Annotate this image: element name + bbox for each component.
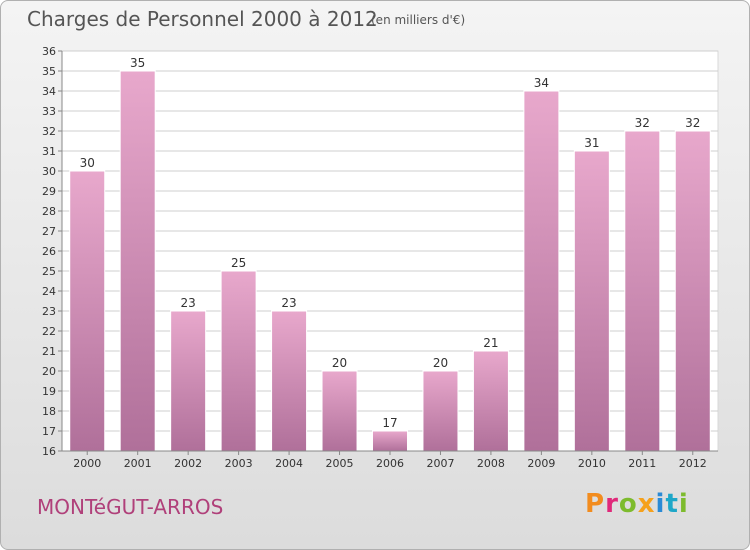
chart-title: Charges de Personnel 2000 à 2012 <box>27 7 378 31</box>
data-label: 25 <box>231 256 246 270</box>
logo-letter: t <box>665 489 679 519</box>
x-tick-label: 2011 <box>628 457 656 470</box>
logo-letter: r <box>605 489 619 519</box>
y-tick-label: 22 <box>42 325 56 338</box>
x-tick-label: 2010 <box>578 457 606 470</box>
chart-subtitle: (en milliers d'€) <box>371 13 466 27</box>
x-tick-label: 2004 <box>275 457 303 470</box>
y-tick-label: 16 <box>42 445 56 458</box>
x-tick-label: 2000 <box>73 457 101 470</box>
data-label: 20 <box>433 356 448 370</box>
data-label: 20 <box>332 356 347 370</box>
y-tick-label: 36 <box>42 45 56 58</box>
bar <box>119 70 156 452</box>
bar <box>271 310 308 452</box>
y-tick-label: 29 <box>42 185 56 198</box>
y-tick-label: 35 <box>42 65 56 78</box>
y-tick-label: 24 <box>42 285 56 298</box>
bar <box>220 270 257 452</box>
bar <box>674 130 711 452</box>
bar <box>321 370 358 452</box>
bar <box>472 350 509 452</box>
data-label: 17 <box>382 416 397 430</box>
bar <box>624 130 661 452</box>
data-label: 21 <box>483 336 498 350</box>
data-label: 32 <box>685 116 700 130</box>
x-tick-label: 2008 <box>477 457 505 470</box>
bar <box>422 370 459 452</box>
data-label: 23 <box>281 296 296 310</box>
y-tick-label: 31 <box>42 145 56 158</box>
logo-letter: P <box>585 489 606 519</box>
x-tick-label: 2001 <box>124 457 152 470</box>
y-tick-label: 26 <box>42 245 56 258</box>
bar <box>523 90 560 452</box>
x-tick-label: 2005 <box>326 457 354 470</box>
y-tick-label: 17 <box>42 425 56 438</box>
y-tick-label: 33 <box>42 105 56 118</box>
y-tick-label: 28 <box>42 205 56 218</box>
x-tick-label: 2009 <box>527 457 555 470</box>
x-tick-label: 2007 <box>426 457 454 470</box>
x-tick-label: 2012 <box>679 457 707 470</box>
y-tick-label: 20 <box>42 365 56 378</box>
y-tick-label: 30 <box>42 165 56 178</box>
y-tick-label: 21 <box>42 345 56 358</box>
y-tick-label: 18 <box>42 405 56 418</box>
x-tick-label: 2006 <box>376 457 404 470</box>
y-tick-label: 23 <box>42 305 56 318</box>
y-tick-label: 32 <box>42 125 56 138</box>
data-label: 30 <box>80 156 95 170</box>
x-tick-label: 2002 <box>174 457 202 470</box>
data-label: 31 <box>584 136 599 150</box>
logo-letter: x <box>637 489 656 519</box>
logo-letter: i <box>678 489 689 519</box>
bar <box>69 170 106 452</box>
y-tick-label: 25 <box>42 265 56 278</box>
bar <box>372 430 408 452</box>
bar <box>170 310 207 452</box>
bar <box>573 150 610 452</box>
data-label: 32 <box>635 116 650 130</box>
y-tick-label: 34 <box>42 85 56 98</box>
y-tick-label: 19 <box>42 385 56 398</box>
commune-name: MONTéGUT-ARROS <box>37 495 224 519</box>
data-label: 23 <box>181 296 196 310</box>
data-label: 34 <box>534 76 549 90</box>
x-tick-label: 2003 <box>225 457 253 470</box>
logo-letter: o <box>618 489 638 519</box>
data-label: 35 <box>130 56 145 70</box>
y-tick-label: 27 <box>42 225 56 238</box>
logo-letter: i <box>655 489 666 519</box>
proxiti-logo: Proxiti <box>585 489 689 519</box>
